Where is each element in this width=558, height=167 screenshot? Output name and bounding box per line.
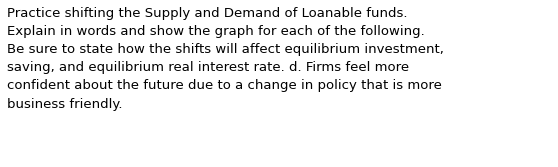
Text: Practice shifting the Supply and Demand of Loanable funds.
Explain in words and : Practice shifting the Supply and Demand … [7, 7, 444, 111]
